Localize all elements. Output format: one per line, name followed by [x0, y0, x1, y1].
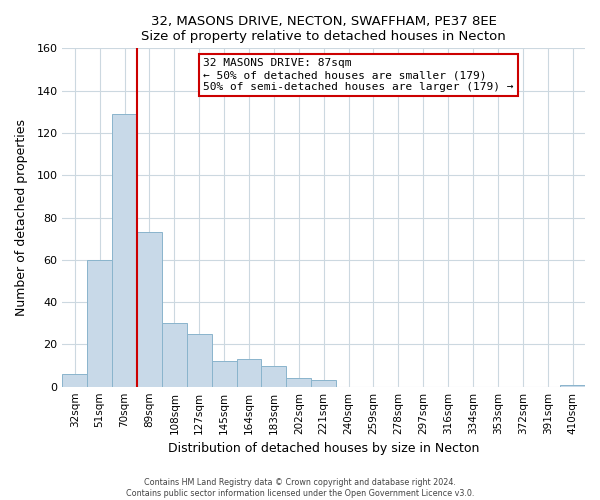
- Bar: [137, 232, 162, 386]
- Text: 32 MASONS DRIVE: 87sqm
← 50% of detached houses are smaller (179)
50% of semi-de: 32 MASONS DRIVE: 87sqm ← 50% of detached…: [203, 58, 514, 92]
- Bar: [236, 359, 262, 386]
- Bar: [212, 362, 236, 386]
- Bar: [286, 378, 311, 386]
- Title: 32, MASONS DRIVE, NECTON, SWAFFHAM, PE37 8EE
Size of property relative to detach: 32, MASONS DRIVE, NECTON, SWAFFHAM, PE37…: [141, 15, 506, 43]
- Bar: [162, 323, 187, 386]
- X-axis label: Distribution of detached houses by size in Necton: Distribution of detached houses by size …: [168, 442, 479, 455]
- Bar: [62, 374, 87, 386]
- Bar: [311, 380, 336, 386]
- Bar: [262, 366, 286, 386]
- Text: Contains HM Land Registry data © Crown copyright and database right 2024.
Contai: Contains HM Land Registry data © Crown c…: [126, 478, 474, 498]
- Bar: [187, 334, 212, 386]
- Bar: [560, 384, 585, 386]
- Bar: [112, 114, 137, 386]
- Y-axis label: Number of detached properties: Number of detached properties: [15, 119, 28, 316]
- Bar: [87, 260, 112, 386]
